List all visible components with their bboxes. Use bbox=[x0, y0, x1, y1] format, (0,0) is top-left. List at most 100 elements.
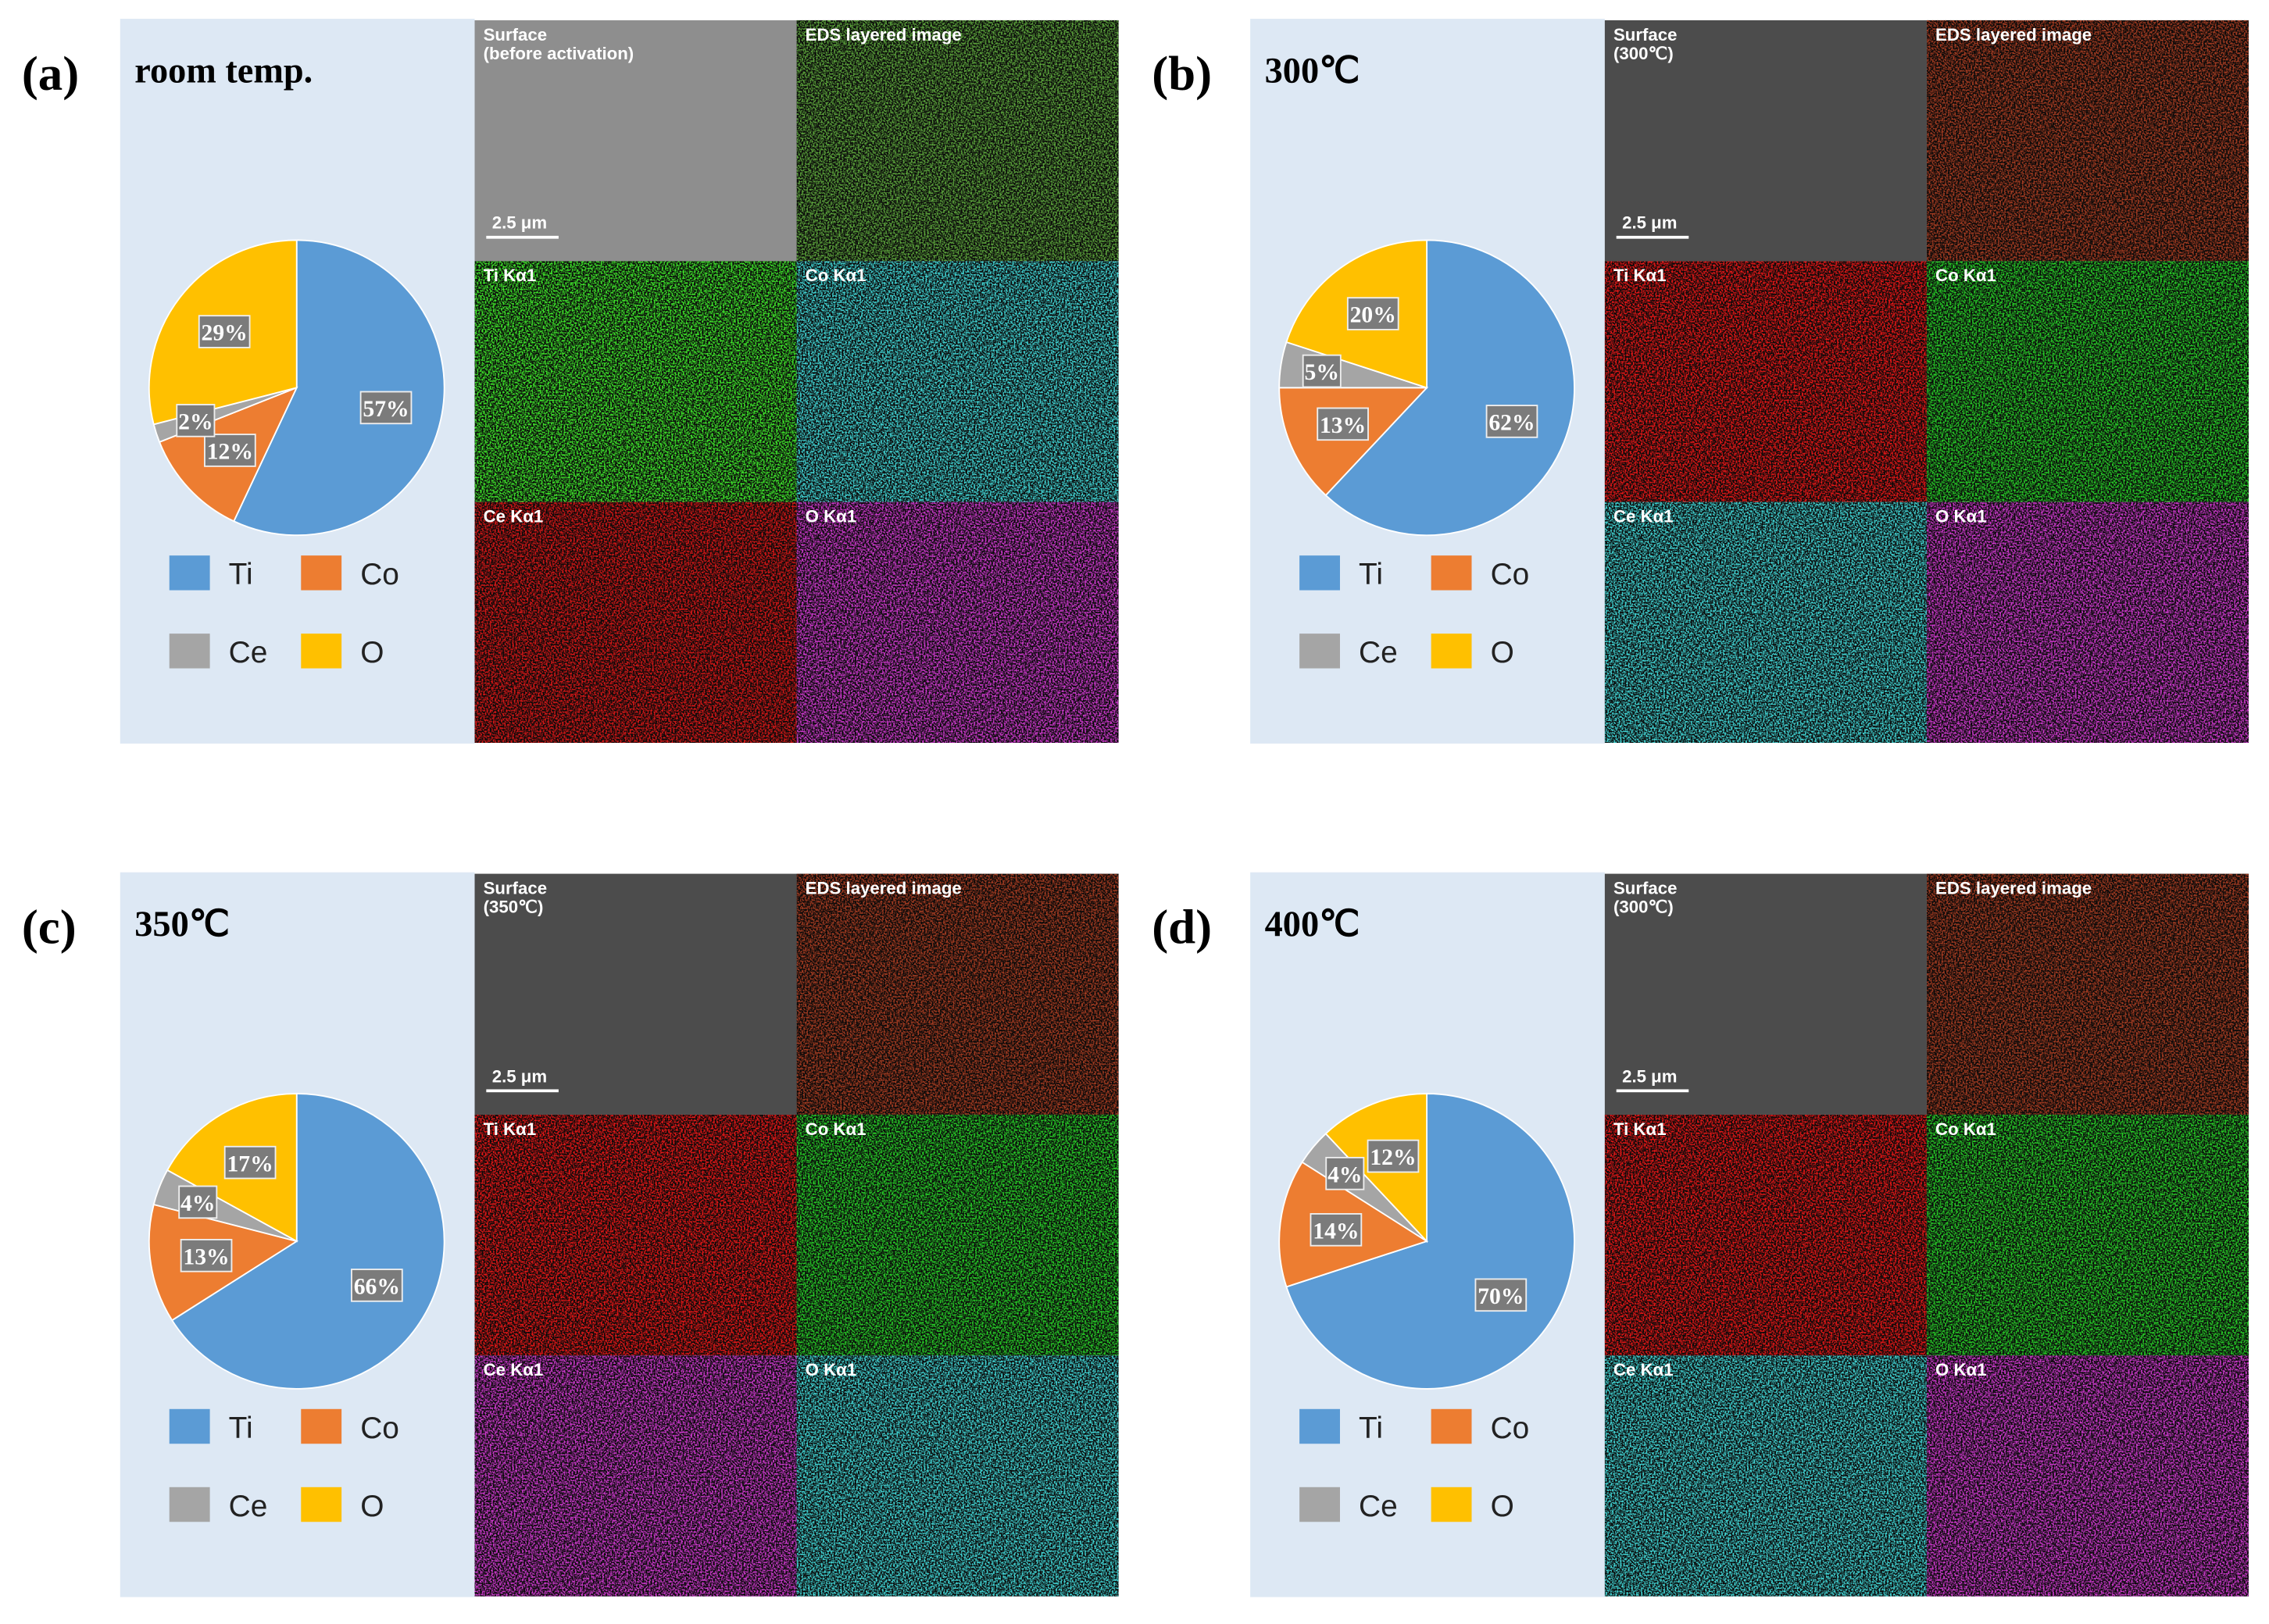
panel-label: (c) bbox=[22, 899, 77, 954]
legend-swatch bbox=[301, 1408, 342, 1444]
map-label: Ce Kα1 bbox=[484, 1360, 544, 1380]
eds-map bbox=[1604, 1114, 1927, 1356]
legend-label: Ce bbox=[229, 1490, 268, 1523]
value-label-box bbox=[1485, 405, 1538, 438]
eds-map bbox=[474, 261, 797, 502]
eds-map bbox=[1926, 261, 2249, 502]
value-label-box bbox=[1474, 1278, 1528, 1312]
map-label: O Kα1 bbox=[806, 1360, 857, 1380]
legend-swatch bbox=[169, 1408, 210, 1444]
map-label: Surface bbox=[484, 879, 548, 898]
value-label-box bbox=[351, 1269, 403, 1302]
pie-slice bbox=[1285, 1093, 1575, 1390]
value-label: 12% bbox=[207, 440, 253, 465]
legend-label: Ti bbox=[1359, 558, 1383, 591]
panel-title: 300℃ bbox=[1265, 52, 1360, 91]
map-label: O Kα1 bbox=[1935, 1360, 1987, 1380]
value-label-box bbox=[178, 1185, 218, 1219]
map-base bbox=[474, 873, 797, 1115]
map-label: Ti Kα1 bbox=[1613, 266, 1667, 285]
map-label: Surface bbox=[484, 25, 548, 45]
eds-map bbox=[474, 1114, 797, 1356]
eds-map bbox=[796, 1114, 1119, 1356]
scale-bar-label: 2.5 μm bbox=[1622, 213, 1677, 233]
legend-swatch bbox=[169, 1487, 210, 1522]
panel-title: 400℃ bbox=[1265, 905, 1360, 944]
value-label-box bbox=[223, 1145, 277, 1180]
value-label-box bbox=[1346, 297, 1399, 330]
value-label: 29% bbox=[202, 321, 248, 346]
legend-label: Ti bbox=[229, 1412, 253, 1445]
legend-label: O bbox=[1491, 1490, 1514, 1523]
legend-label: Ce bbox=[1359, 1490, 1398, 1523]
map-label: (350℃) bbox=[484, 898, 544, 917]
legend-label: Ce bbox=[1359, 636, 1398, 669]
panel-title: 350℃ bbox=[134, 905, 229, 944]
value-label: 70% bbox=[1478, 1284, 1524, 1309]
value-label: 57% bbox=[363, 397, 409, 422]
map-label: EDS layered image bbox=[806, 25, 962, 45]
map-base bbox=[1604, 873, 1927, 1115]
value-label: 12% bbox=[1370, 1145, 1416, 1170]
value-label: 20% bbox=[1350, 303, 1396, 328]
value-label-box bbox=[180, 1238, 233, 1272]
value-label-box bbox=[176, 404, 216, 437]
value-label: 5% bbox=[1305, 360, 1339, 385]
map-label: Ti Kα1 bbox=[484, 1119, 537, 1139]
map-label: O Kα1 bbox=[806, 507, 857, 526]
map-label: Ce Kα1 bbox=[1613, 507, 1674, 526]
map-base bbox=[474, 20, 797, 262]
eds-map bbox=[796, 1355, 1119, 1597]
legend-swatch bbox=[1299, 634, 1340, 669]
value-label-box bbox=[198, 315, 251, 348]
legend-swatch bbox=[301, 555, 342, 591]
legend-label: Co bbox=[1491, 1412, 1530, 1445]
legend-label: Ti bbox=[229, 558, 253, 591]
panel-label: (b) bbox=[1152, 46, 1212, 101]
pie-slice bbox=[170, 1093, 445, 1390]
legend-swatch bbox=[1431, 634, 1472, 669]
map-label: (before activation) bbox=[484, 44, 634, 63]
value-label: 66% bbox=[354, 1275, 400, 1300]
value-label-box bbox=[1367, 1139, 1420, 1173]
eds-map bbox=[474, 501, 797, 743]
legend-label: Ce bbox=[229, 636, 268, 669]
legend-label: O bbox=[1491, 636, 1514, 669]
map-label: (300℃) bbox=[1613, 898, 1674, 917]
eds-map bbox=[1604, 501, 1927, 743]
value-label: 2% bbox=[178, 409, 213, 434]
map-label: (300℃) bbox=[1613, 44, 1674, 63]
scale-bar-label: 2.5 μm bbox=[492, 1066, 547, 1086]
legend-swatch bbox=[1299, 1487, 1340, 1522]
value-label-box bbox=[359, 391, 413, 425]
scale-bar-label: 2.5 μm bbox=[1622, 1066, 1677, 1086]
pie-slice bbox=[1324, 239, 1575, 537]
legend-label: Ti bbox=[1359, 1412, 1383, 1445]
legend-swatch bbox=[301, 1487, 342, 1522]
scale-bar-label: 2.5 μm bbox=[492, 213, 547, 233]
value-label: 4% bbox=[180, 1191, 215, 1216]
eds-map bbox=[1926, 20, 2249, 262]
eds-map bbox=[474, 1355, 797, 1597]
eds-map bbox=[796, 873, 1119, 1115]
map-label: Ce Kα1 bbox=[1613, 1360, 1674, 1380]
map-label: EDS layered image bbox=[806, 879, 962, 898]
value-label-box bbox=[1325, 1156, 1365, 1190]
map-label: EDS layered image bbox=[1935, 879, 2092, 898]
legend-label: O bbox=[360, 636, 384, 669]
map-label: Co Kα1 bbox=[806, 266, 867, 285]
pie-slice bbox=[1278, 387, 1429, 497]
value-label: 62% bbox=[1488, 411, 1535, 436]
eds-map bbox=[796, 501, 1119, 743]
legend-swatch bbox=[1431, 555, 1472, 591]
eds-map bbox=[1604, 1355, 1927, 1597]
value-label-box bbox=[1317, 407, 1369, 441]
eds-map bbox=[1926, 501, 2249, 743]
value-label: 4% bbox=[1327, 1162, 1362, 1187]
panel-label: (a) bbox=[22, 46, 79, 101]
panel-title: room temp. bbox=[134, 52, 313, 91]
legend-swatch bbox=[1299, 1408, 1340, 1444]
legend-swatch bbox=[301, 634, 342, 669]
legend-swatch bbox=[1431, 1487, 1472, 1522]
